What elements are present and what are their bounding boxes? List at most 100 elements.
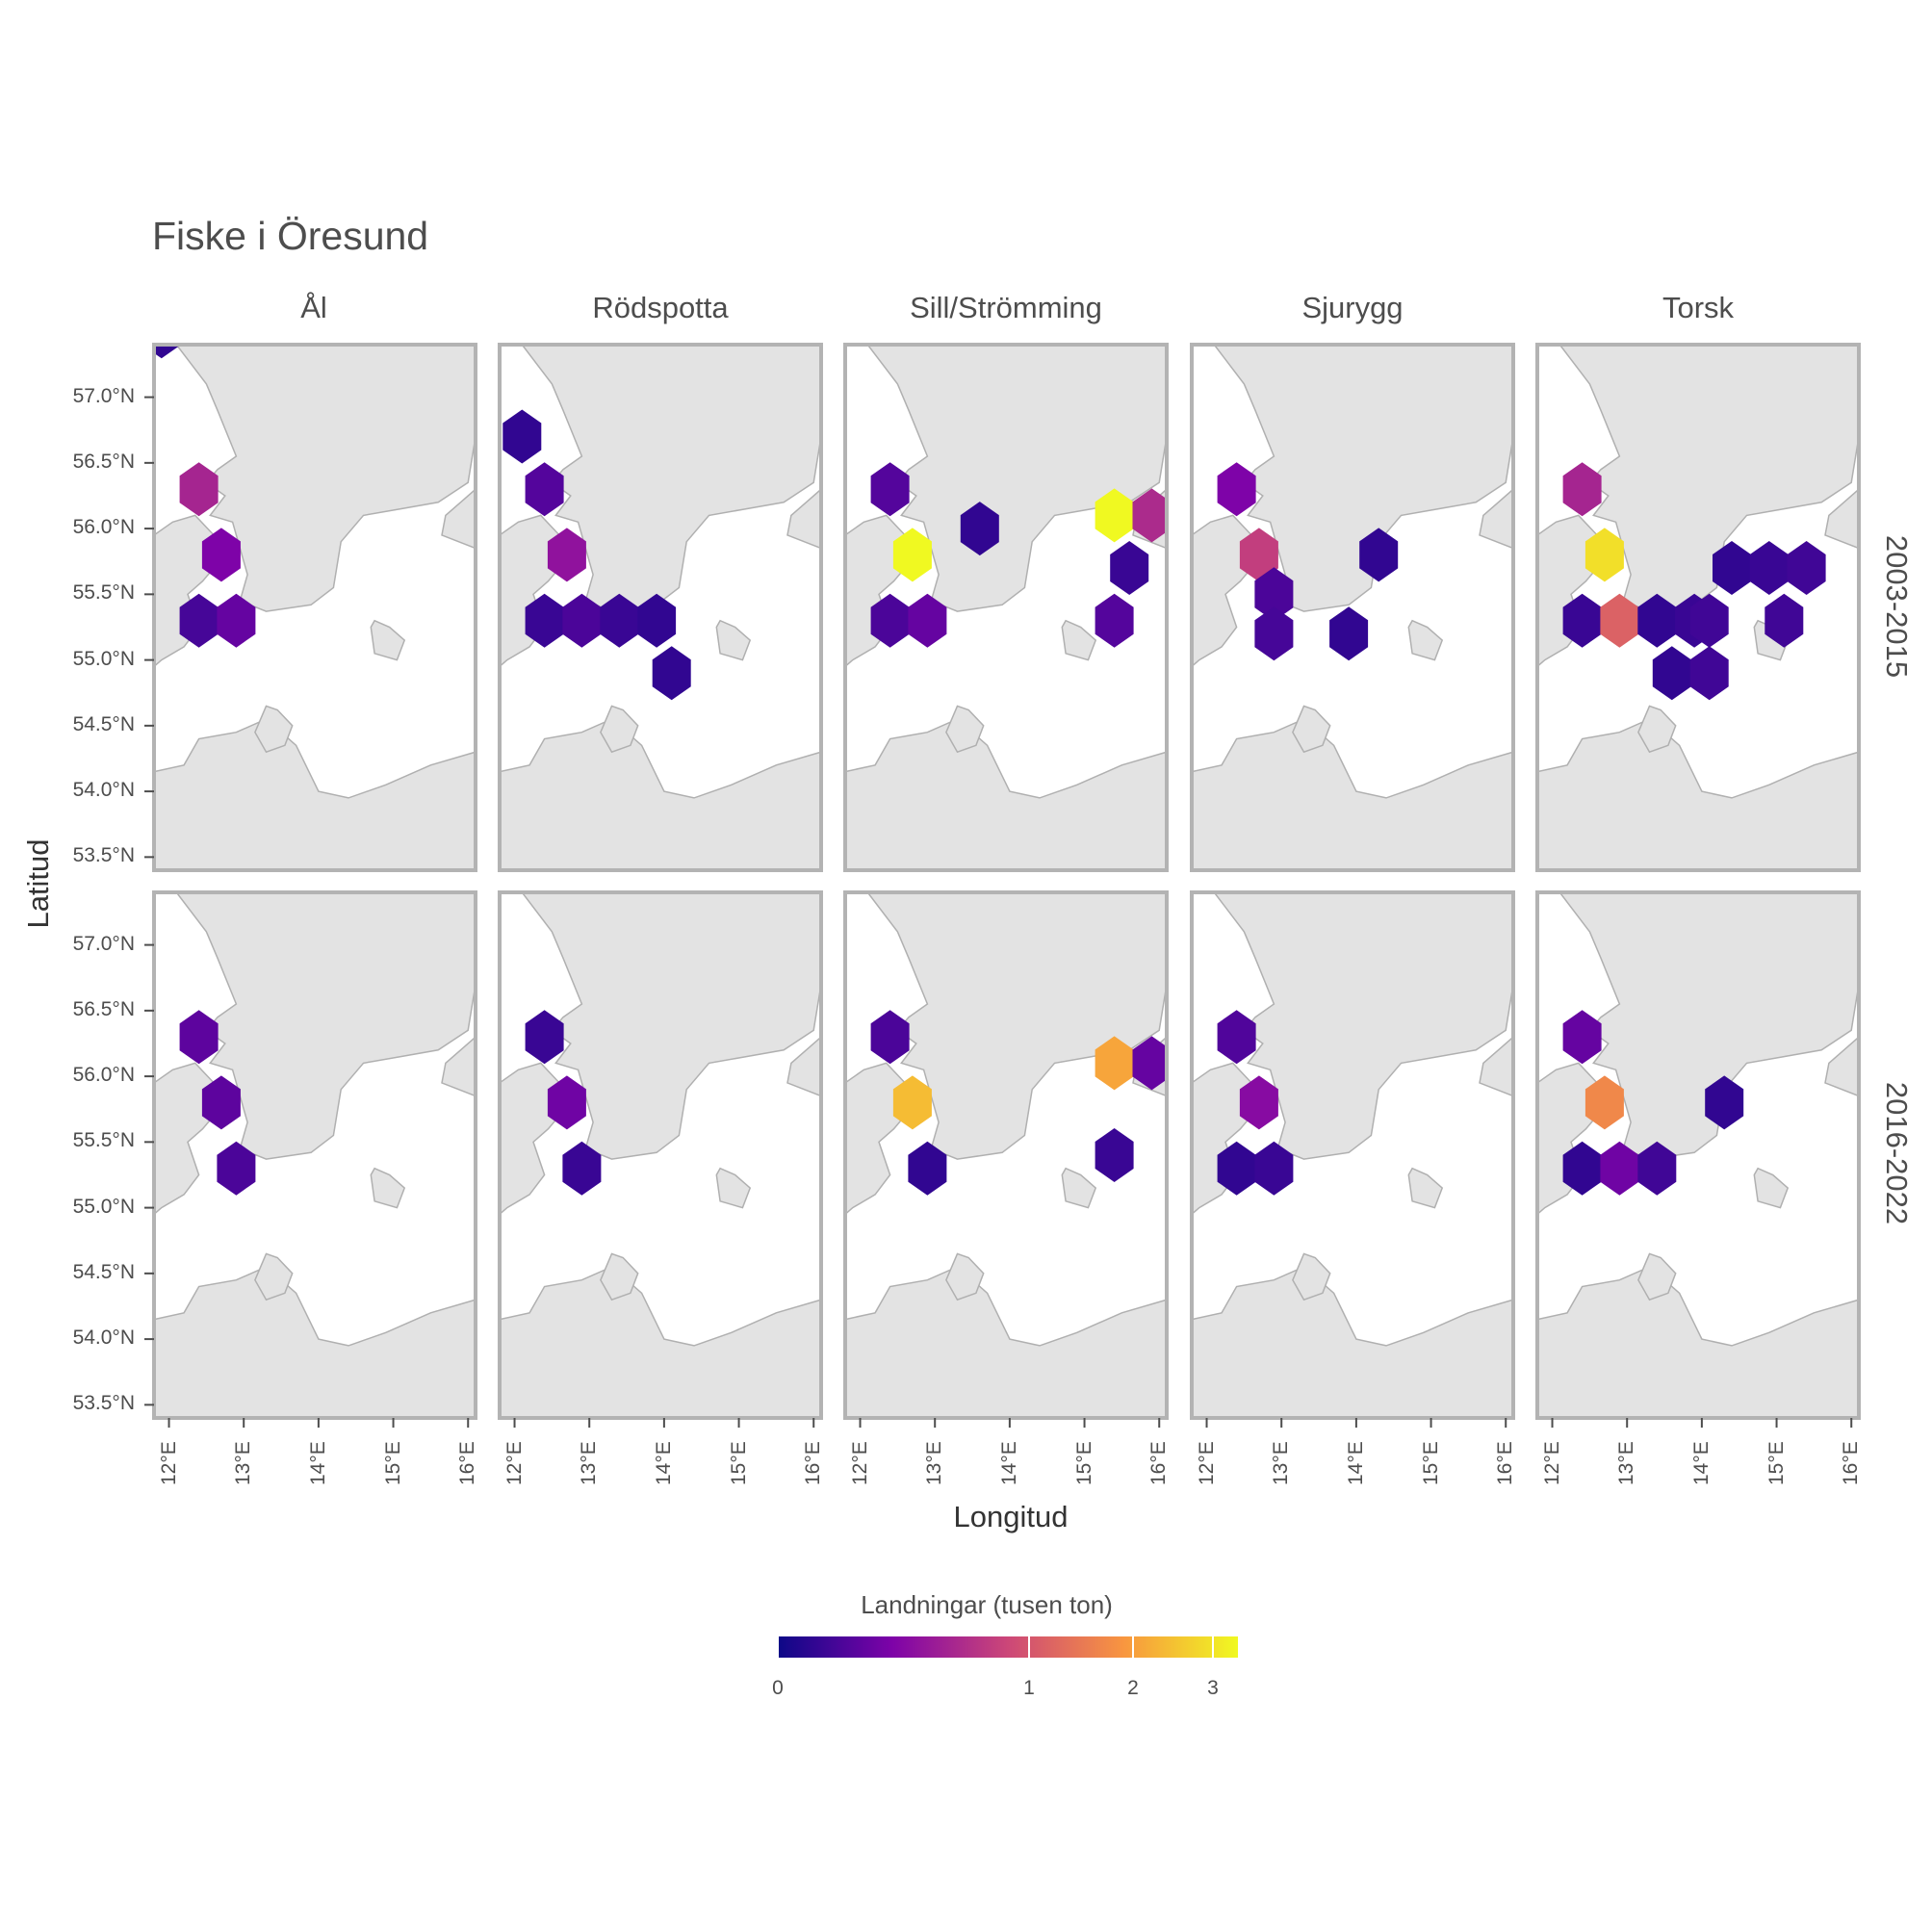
landing-cell [525, 1010, 564, 1065]
x-tick-label: 14°E [652, 1441, 675, 1485]
strip-species-5: Torsk [1662, 291, 1735, 324]
land-germany [154, 1266, 476, 1418]
landing-cell [1584, 1075, 1624, 1130]
landing-cell [562, 1141, 602, 1196]
landing-cell [1217, 462, 1256, 517]
landing-cell [1562, 462, 1602, 517]
panel-border [1190, 890, 1515, 1420]
land-rugen [600, 1252, 639, 1301]
landing-cell [154, 345, 181, 359]
land-germany [500, 718, 821, 870]
map-panel [1535, 343, 1861, 872]
landing-cell [1562, 1141, 1602, 1196]
x-tick-label: 12°E [502, 1441, 526, 1485]
landing-cell [1689, 593, 1729, 648]
panel-content [500, 345, 821, 870]
landing-cell [547, 1075, 586, 1130]
land-germany [500, 1266, 821, 1418]
x-tick-label: 12°E [1540, 1441, 1563, 1485]
landing-cell [1562, 1010, 1602, 1065]
landing-cell [502, 409, 542, 464]
land-zealand [1537, 1062, 1598, 1216]
land-bornholm [1407, 1167, 1444, 1209]
x-tick-label: 13°E [232, 1441, 255, 1485]
land-rugen [254, 1252, 294, 1301]
x-axis-title: Longitud [953, 1500, 1069, 1533]
panel-content [845, 892, 1167, 1418]
x-tick-label: 16°E [802, 1441, 825, 1485]
land-rugen [945, 705, 985, 754]
x-tick-label: 14°E [1344, 1441, 1367, 1485]
land-zealand [845, 514, 906, 668]
panel-content [1192, 345, 1513, 870]
landing-cell [1765, 593, 1804, 648]
land-rugen [1292, 705, 1331, 754]
map-panel [152, 890, 477, 1420]
landing-cell [179, 1010, 219, 1065]
panel-border [843, 890, 1169, 1420]
landing-cell [1600, 593, 1639, 648]
land-bornholm [715, 1167, 752, 1209]
land-zealand [1537, 514, 1598, 668]
x-tick-label: 15°E [381, 1441, 404, 1485]
land-zealand [1192, 1062, 1252, 1216]
landing-cell [1095, 1036, 1134, 1091]
landing-cell [1637, 593, 1677, 648]
landing-cell [179, 593, 219, 648]
landing-cell [1095, 1128, 1134, 1182]
y-tick-label: 55.5°N [72, 1129, 135, 1152]
landing-cell [908, 593, 947, 648]
land-bornholm [370, 619, 406, 661]
panel-content [845, 345, 1167, 870]
y-tick-label: 54.5°N [72, 712, 135, 735]
land-rugen [1292, 1252, 1331, 1301]
landing-cell [870, 593, 910, 648]
land-rugen [945, 1252, 985, 1301]
map-panel [498, 890, 823, 1420]
panel-border [1190, 343, 1515, 872]
strip-species-3: Sill/Strömming [910, 291, 1102, 324]
landing-cell [1110, 541, 1149, 595]
map-panel [1190, 343, 1515, 872]
land-oland [786, 1036, 821, 1097]
x-tick-label: 15°E [1765, 1441, 1788, 1485]
landing-cell [1254, 567, 1294, 622]
x-tick-label: 13°E [1270, 1441, 1293, 1485]
y-tick-label: 54.0°N [72, 1327, 135, 1350]
land-oland [441, 488, 476, 550]
landing-cell [201, 528, 241, 582]
y-tick-label: 56.5°N [72, 997, 135, 1020]
x-tick-label: 16°E [1147, 1441, 1171, 1485]
landing-cell [1095, 593, 1134, 648]
land-zealand [500, 514, 560, 668]
land-oland [441, 1036, 476, 1097]
y-tick-label: 57.0°N [72, 932, 135, 955]
panel-border [1535, 343, 1861, 872]
x-tick-label: 16°E [1494, 1441, 1517, 1485]
y-tick-label: 56.5°N [72, 450, 135, 473]
landing-cell [1652, 646, 1691, 701]
land-rugen [1637, 1252, 1677, 1301]
landing-cell [217, 593, 256, 648]
map-panel [152, 343, 477, 872]
land-oland [1824, 1036, 1859, 1097]
landing-cell [217, 1141, 256, 1196]
land-bornholm [1061, 619, 1097, 661]
landing-cell [1239, 528, 1278, 582]
x-tick-label: 12°E [1195, 1441, 1218, 1485]
legend-title: Landningar (tusen ton) [861, 1590, 1113, 1619]
landing-cell [1254, 1141, 1294, 1196]
land-germany [1192, 718, 1513, 870]
land-germany [845, 718, 1167, 870]
landing-cell [1787, 541, 1826, 595]
landing-cell [525, 462, 564, 517]
landing-cell [1689, 646, 1729, 701]
land-zealand [1192, 514, 1252, 668]
landing-cell [525, 593, 564, 648]
legend-tick-label-0: 0 [772, 1677, 784, 1699]
x-tick-label: 16°E [1840, 1441, 1863, 1485]
map-panel [498, 343, 823, 872]
landing-cell [892, 1075, 932, 1130]
landing-cell [1562, 593, 1602, 648]
y-tick-label: 53.5°N [72, 1392, 135, 1415]
